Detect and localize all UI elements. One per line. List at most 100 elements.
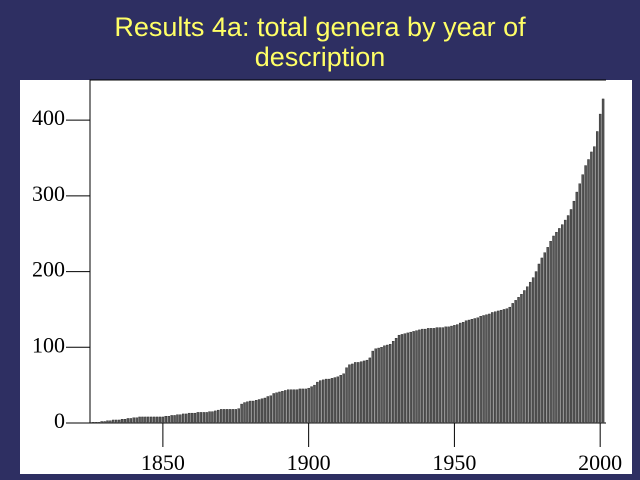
bar bbox=[158, 416, 162, 424]
bar bbox=[208, 411, 211, 424]
bar bbox=[129, 418, 133, 424]
bar bbox=[249, 400, 252, 424]
bar bbox=[281, 390, 284, 424]
bar bbox=[144, 416, 147, 424]
bar bbox=[284, 390, 287, 424]
bar bbox=[190, 412, 194, 424]
bar bbox=[243, 402, 246, 424]
bar bbox=[193, 412, 197, 424]
bar bbox=[94, 422, 98, 424]
bar bbox=[152, 416, 156, 424]
bar bbox=[432, 328, 436, 424]
bar bbox=[278, 391, 281, 424]
bar bbox=[184, 413, 188, 424]
bar bbox=[499, 309, 503, 424]
bar bbox=[406, 332, 409, 424]
bar bbox=[561, 224, 564, 424]
bar bbox=[333, 377, 337, 424]
bar bbox=[514, 300, 517, 424]
bar bbox=[109, 420, 112, 424]
x-tick-label: 1900 bbox=[287, 450, 331, 475]
bar bbox=[394, 337, 398, 424]
bar bbox=[112, 419, 115, 424]
bar bbox=[523, 290, 526, 424]
y-tick-label: 0 bbox=[54, 408, 65, 433]
bar bbox=[435, 327, 439, 424]
bar bbox=[365, 359, 369, 424]
bar bbox=[237, 408, 240, 424]
bar bbox=[260, 398, 264, 424]
bar bbox=[590, 151, 593, 424]
bar bbox=[517, 297, 520, 424]
bar bbox=[342, 373, 345, 424]
bar bbox=[383, 345, 386, 424]
bar bbox=[558, 228, 561, 424]
bar bbox=[287, 389, 290, 424]
bar bbox=[424, 328, 427, 424]
bar bbox=[482, 315, 485, 424]
bar bbox=[196, 412, 200, 424]
bar bbox=[426, 328, 430, 424]
bar bbox=[103, 421, 106, 424]
bar bbox=[496, 310, 500, 424]
bar bbox=[397, 334, 401, 424]
bar bbox=[217, 409, 220, 424]
bar bbox=[138, 416, 141, 424]
bar bbox=[456, 324, 459, 424]
bar bbox=[319, 380, 322, 424]
bar bbox=[476, 317, 479, 424]
bar bbox=[97, 422, 100, 424]
bar bbox=[310, 386, 313, 424]
x-tick-label: 1950 bbox=[432, 450, 476, 475]
bar bbox=[569, 209, 573, 424]
bar bbox=[100, 421, 103, 424]
axis-frame bbox=[89, 79, 606, 423]
bar bbox=[336, 376, 340, 424]
bar bbox=[115, 419, 118, 424]
bar bbox=[263, 397, 267, 424]
bar bbox=[534, 271, 538, 424]
bar bbox=[511, 303, 514, 424]
bar bbox=[173, 415, 176, 424]
bar bbox=[386, 344, 389, 424]
bar bbox=[187, 412, 191, 424]
bar bbox=[91, 422, 95, 424]
bar bbox=[324, 378, 328, 424]
bar bbox=[164, 415, 168, 424]
bar bbox=[461, 322, 465, 424]
bar bbox=[505, 308, 509, 424]
bar bbox=[123, 419, 127, 424]
bar bbox=[520, 294, 523, 424]
bar bbox=[231, 409, 235, 424]
bar bbox=[345, 367, 348, 424]
bar bbox=[371, 350, 374, 424]
bar bbox=[598, 113, 602, 424]
bar bbox=[581, 174, 584, 424]
bar bbox=[149, 416, 153, 424]
bar bbox=[540, 257, 544, 424]
bar bbox=[444, 326, 447, 424]
bar bbox=[543, 252, 547, 424]
bar bbox=[257, 399, 261, 424]
bar bbox=[403, 333, 407, 424]
bar bbox=[167, 415, 170, 424]
bar bbox=[479, 316, 482, 424]
bar bbox=[269, 395, 272, 424]
bar bbox=[234, 409, 237, 424]
bar bbox=[298, 388, 302, 424]
bar bbox=[400, 334, 404, 424]
bar bbox=[508, 306, 512, 424]
bar bbox=[368, 357, 372, 424]
bar bbox=[289, 389, 293, 424]
bar bbox=[240, 403, 243, 424]
bar bbox=[552, 235, 555, 424]
bar bbox=[176, 414, 179, 424]
bar bbox=[359, 361, 363, 424]
bar bbox=[356, 362, 360, 424]
bar bbox=[120, 419, 124, 424]
bar bbox=[429, 328, 433, 424]
bar bbox=[566, 215, 570, 424]
bar bbox=[199, 412, 203, 424]
bar bbox=[438, 327, 442, 424]
bar bbox=[135, 417, 138, 424]
